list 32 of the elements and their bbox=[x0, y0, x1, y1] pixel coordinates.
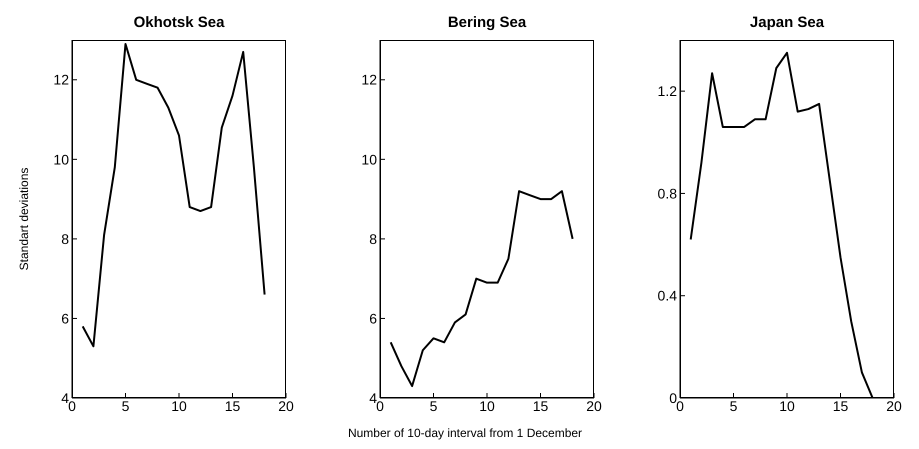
y-tick-label: 12 bbox=[361, 72, 378, 88]
y-axis-title: Standart deviations bbox=[17, 168, 31, 270]
y-tick-label: 0.4 bbox=[658, 288, 678, 304]
x-tick-label: 20 bbox=[278, 398, 294, 414]
y-tick-label: 4 bbox=[369, 390, 378, 406]
x-tick-label: 10 bbox=[779, 398, 795, 414]
chart-title: Japan Sea bbox=[748, 14, 826, 31]
x-tick-label: 5 bbox=[730, 398, 738, 414]
x-tick-label: 5 bbox=[430, 398, 438, 414]
y-tick-label: 8 bbox=[61, 230, 70, 247]
chart-title: Okhotsk Sea bbox=[132, 14, 226, 31]
line-series bbox=[82, 42, 266, 348]
y-tick-label: 10 bbox=[361, 151, 378, 168]
x-tick-label: 5 bbox=[122, 398, 130, 414]
chart-title: Bering Sea bbox=[446, 14, 528, 31]
line-series bbox=[390, 190, 574, 388]
x-tick-label: 15 bbox=[224, 398, 240, 414]
y-tick-label: 1.2 bbox=[658, 83, 678, 100]
y-tick-label: 12 bbox=[53, 72, 70, 88]
x-tick-label: 10 bbox=[479, 398, 495, 414]
x-tick-label: 20 bbox=[586, 398, 602, 414]
y-tick-label: 10 bbox=[53, 151, 70, 168]
x-tick-label: 15 bbox=[832, 398, 848, 414]
x-axis-title: Number of 10-day interval from 1 December bbox=[346, 426, 584, 440]
y-tick-label: 4 bbox=[61, 390, 70, 406]
x-tick-label: 20 bbox=[886, 398, 902, 414]
y-tick-label: 0.8 bbox=[658, 185, 678, 202]
x-tick-label: 10 bbox=[171, 398, 187, 414]
y-tick-label: 8 bbox=[369, 230, 378, 247]
y-tick-label: 6 bbox=[369, 310, 378, 326]
y-tick-label: 6 bbox=[61, 310, 70, 326]
x-tick-label: 15 bbox=[532, 398, 548, 414]
